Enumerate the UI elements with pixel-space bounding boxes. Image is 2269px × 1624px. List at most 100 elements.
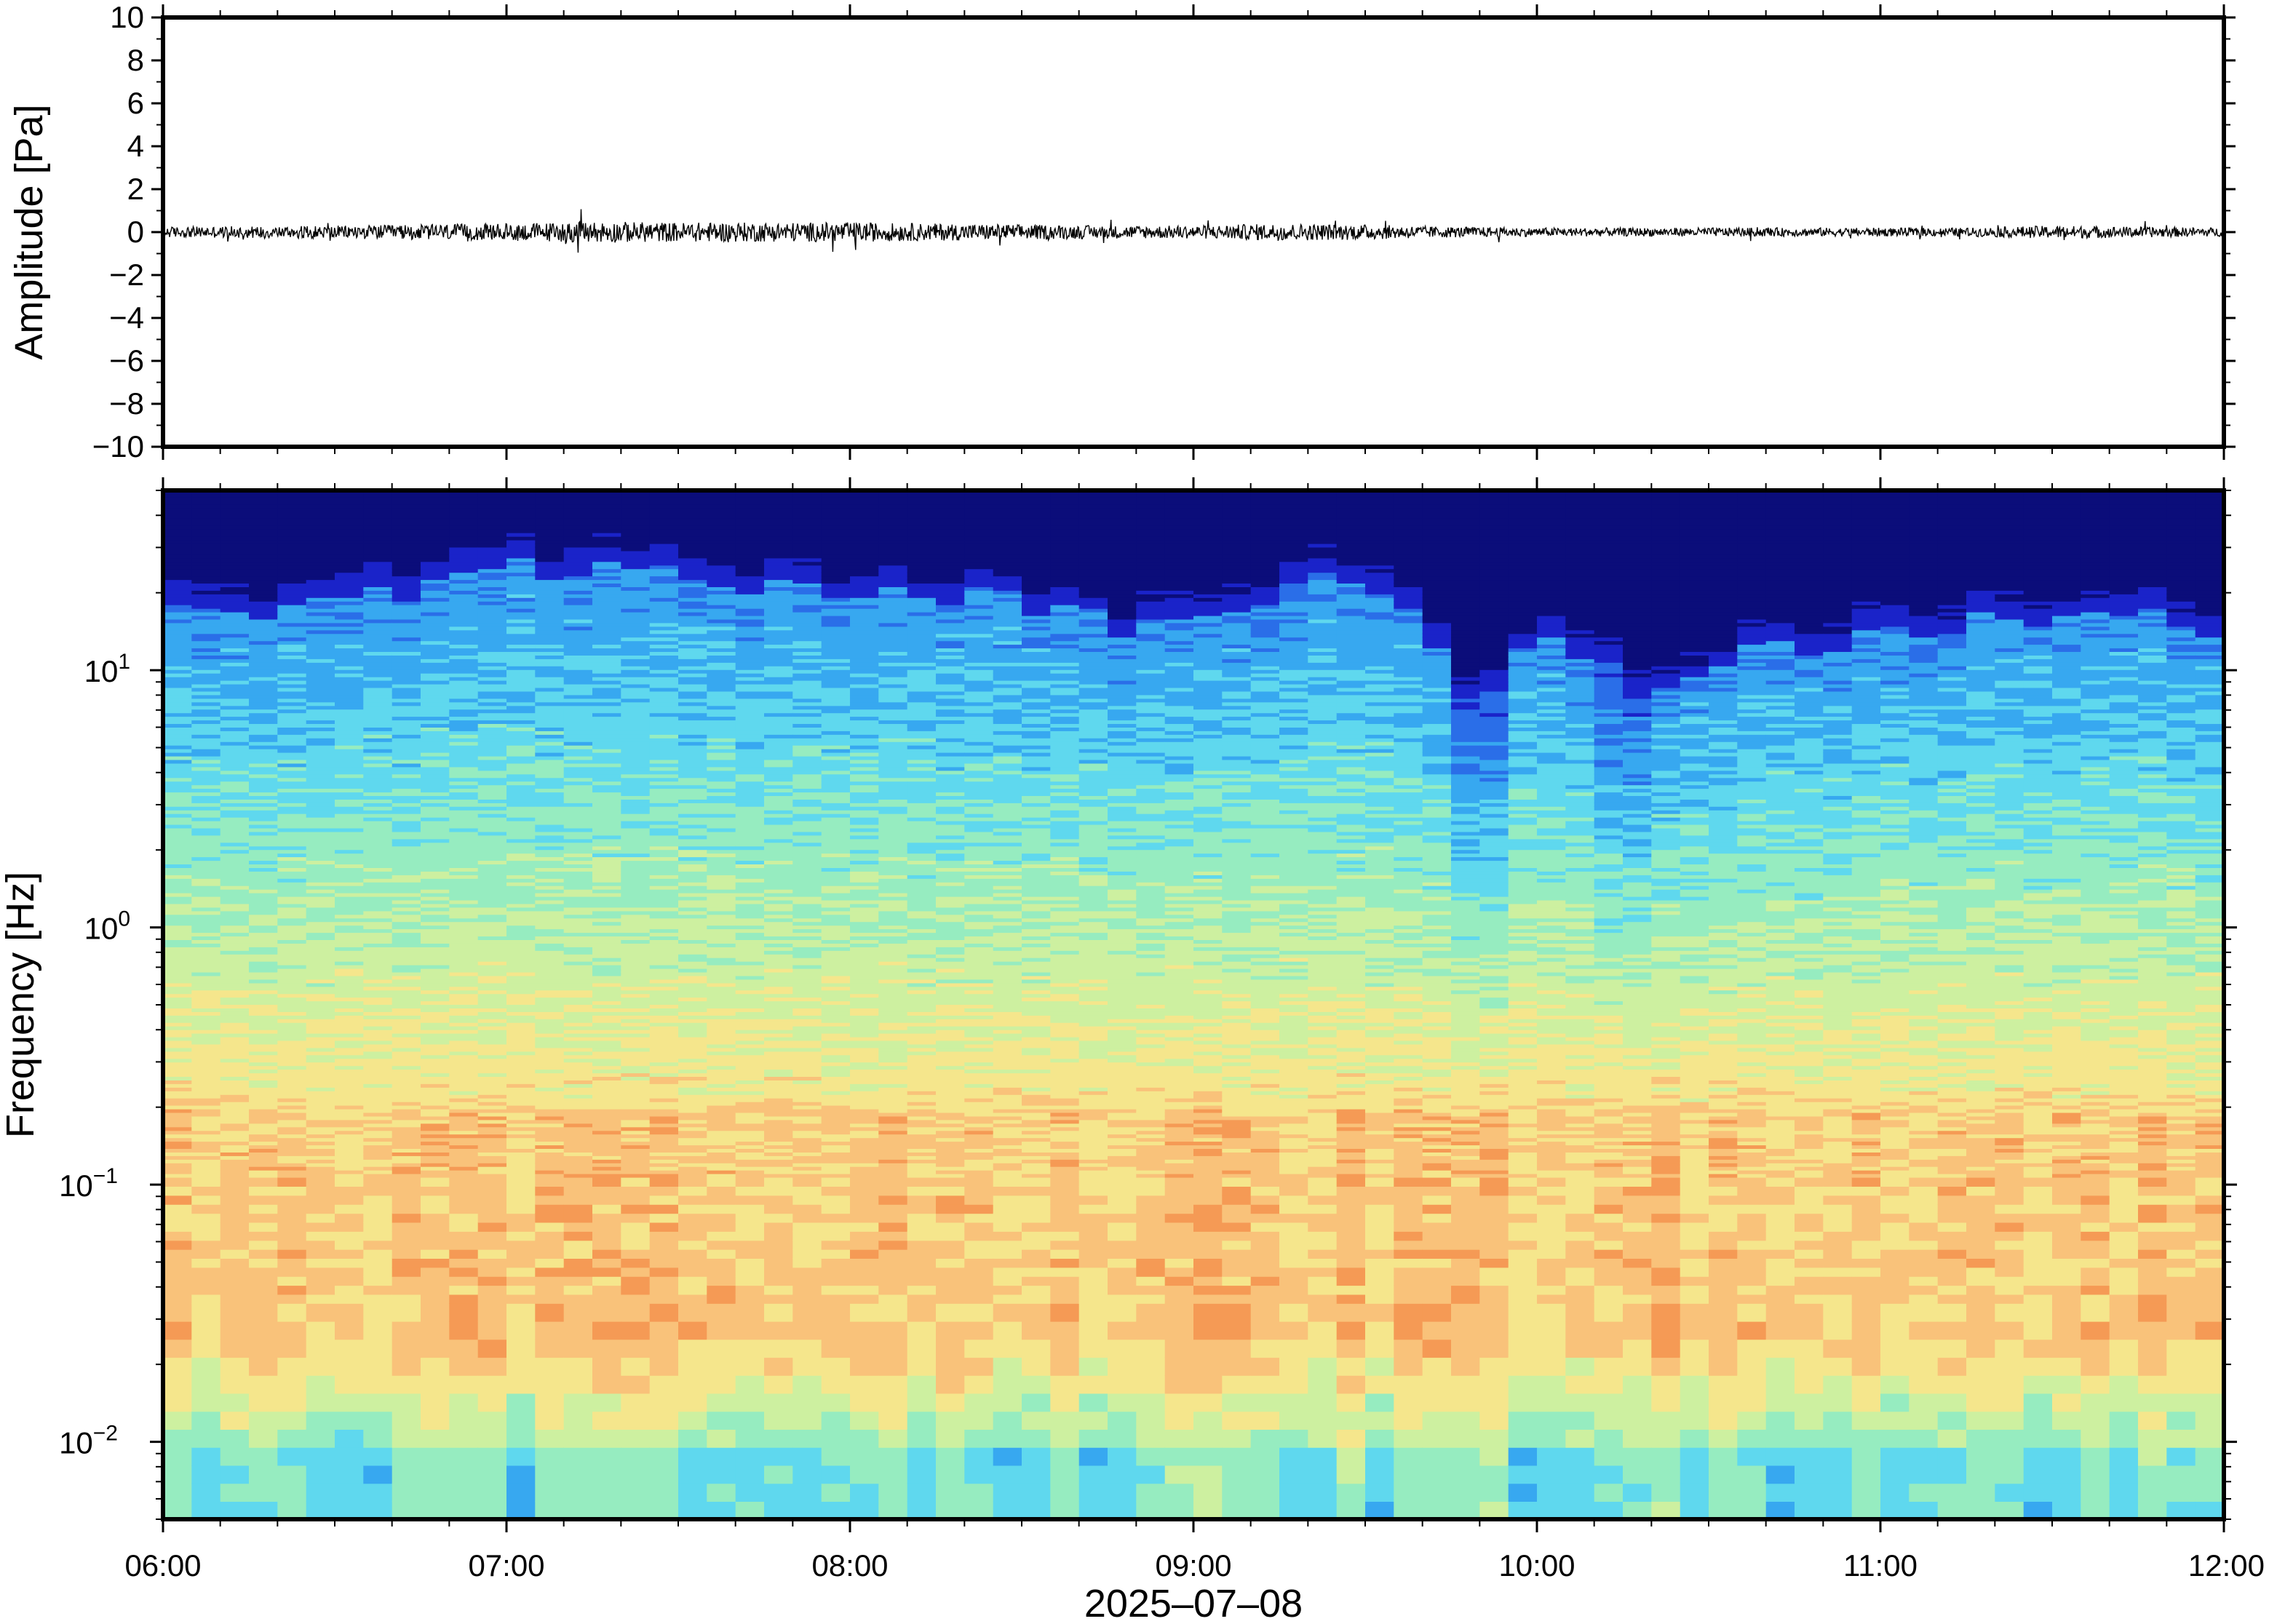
spectrogram-cell xyxy=(735,810,765,814)
spectrogram-cell xyxy=(477,1083,507,1088)
waveform-y-tick-label: −10 xyxy=(92,429,144,463)
spectrogram-cell xyxy=(421,784,450,789)
spectrogram-cell xyxy=(563,932,593,936)
spectrogram-cell xyxy=(563,701,593,706)
spectrogram-cell xyxy=(306,856,335,861)
spectrogram-cell xyxy=(191,1275,221,1286)
spectrogram-cell xyxy=(792,971,822,976)
spectrogram-cell xyxy=(563,615,593,620)
spectrogram-cell xyxy=(363,943,393,947)
spectrogram-cell xyxy=(163,1375,193,1394)
spectrogram-cell xyxy=(792,1375,822,1394)
spectrogram-cell xyxy=(707,831,736,836)
spectrogram-cell xyxy=(678,1047,708,1052)
spectrogram-cell xyxy=(506,1087,536,1091)
spectrogram-cell xyxy=(335,611,365,616)
spectrogram-cell xyxy=(535,853,565,858)
spectrogram-cell xyxy=(506,694,536,699)
spectrogram-cell xyxy=(649,568,679,573)
spectrogram-cell xyxy=(506,907,536,912)
spectrogram-cell xyxy=(678,1036,708,1041)
spectrogram-cell xyxy=(335,1112,365,1117)
spectrogram-cell xyxy=(678,784,708,789)
spectrogram-cell xyxy=(707,939,736,944)
spectrogram-cell xyxy=(592,1047,622,1052)
spectrogram-cell xyxy=(477,615,507,620)
spectrogram-cell xyxy=(735,1108,765,1113)
spectrogram-cell xyxy=(220,1091,250,1095)
spectrogram-cell xyxy=(363,676,393,681)
spectrogram-cell xyxy=(535,1152,565,1156)
spectrogram-cell xyxy=(335,561,365,566)
spectrogram-cell xyxy=(678,583,708,587)
spectrogram-cell xyxy=(335,788,365,793)
spectrogram-cell xyxy=(678,803,708,807)
spectrogram-cell xyxy=(277,727,307,731)
spectrogram-cell xyxy=(563,1011,593,1016)
spectrogram-cell xyxy=(277,1465,307,1484)
spectrogram-cell xyxy=(306,503,335,509)
spectrogram-cell xyxy=(563,673,593,677)
spectrogram-cell xyxy=(449,1159,479,1163)
spectrogram-cell xyxy=(707,1285,736,1295)
spectrogram-cell xyxy=(592,1040,622,1045)
spectrogram-cell xyxy=(392,885,421,890)
spectrogram-cell xyxy=(592,1126,622,1131)
spectrogram-cell xyxy=(707,1169,736,1174)
spectrogram-cell xyxy=(678,788,708,793)
spectrogram-cell xyxy=(477,550,507,555)
spectrogram-cell xyxy=(592,763,622,768)
spectrogram-cell xyxy=(191,720,221,724)
spectrogram-cell xyxy=(506,878,536,883)
spectrogram-cell xyxy=(220,979,250,984)
spectrogram-cell xyxy=(649,658,679,663)
spectrogram-cell xyxy=(449,1087,479,1091)
spectrogram-cell xyxy=(163,928,193,934)
spectrogram-cell xyxy=(191,1294,221,1304)
spectrogram-cell xyxy=(220,554,250,559)
spectrogram-cell xyxy=(649,1069,679,1074)
spectrogram-cell xyxy=(363,975,393,980)
spectrogram-cell xyxy=(363,947,393,951)
spectrogram-cell xyxy=(764,835,794,840)
spectrogram-cell xyxy=(449,968,479,973)
spectrogram-cell xyxy=(392,1166,421,1171)
spectrogram-cell xyxy=(249,1159,279,1163)
spectrogram-cell xyxy=(735,816,765,821)
spectrogram-cell xyxy=(649,1148,679,1153)
spectrogram-cell xyxy=(678,716,708,721)
spectrogram-cell xyxy=(735,496,765,501)
spectrogram-cell xyxy=(592,964,622,969)
spectrogram-cell xyxy=(764,759,794,764)
spectrogram-cell xyxy=(678,608,708,613)
spectrogram-cell xyxy=(277,662,307,666)
spectrogram-cell xyxy=(220,676,250,681)
spectrogram-cell xyxy=(735,860,765,864)
spectrogram-cell xyxy=(421,1152,450,1156)
spectrogram-cell xyxy=(392,1058,421,1063)
spectrogram-cell xyxy=(764,1062,794,1067)
spectrogram-cell xyxy=(449,1148,479,1153)
spectrogram-cell xyxy=(163,932,193,936)
spectrogram-cell xyxy=(335,752,365,757)
spectrogram-cell xyxy=(592,576,622,581)
spectrogram-cell xyxy=(678,536,708,541)
spectrogram-cell xyxy=(249,586,279,591)
spectrogram-cell xyxy=(335,554,365,559)
spectrogram-cell xyxy=(191,514,221,519)
spectrogram-cell xyxy=(363,878,393,883)
spectrogram-cell xyxy=(649,557,679,562)
spectrogram-cell xyxy=(535,792,565,796)
spectrogram-cell xyxy=(764,676,794,681)
spectrogram-cell xyxy=(449,709,479,714)
spectrogram-cell xyxy=(306,1019,335,1023)
spectrogram-cell xyxy=(792,1240,822,1250)
spectrogram-cell xyxy=(506,777,536,782)
spectrogram-cell xyxy=(535,1145,565,1149)
spectrogram-cell xyxy=(506,975,536,980)
spectrogram-cell xyxy=(563,1501,593,1519)
spectrogram-cell xyxy=(592,658,622,663)
spectrogram-cell xyxy=(592,716,622,721)
spectrogram-cell xyxy=(649,1249,679,1259)
spectrogram-cell xyxy=(421,583,450,587)
